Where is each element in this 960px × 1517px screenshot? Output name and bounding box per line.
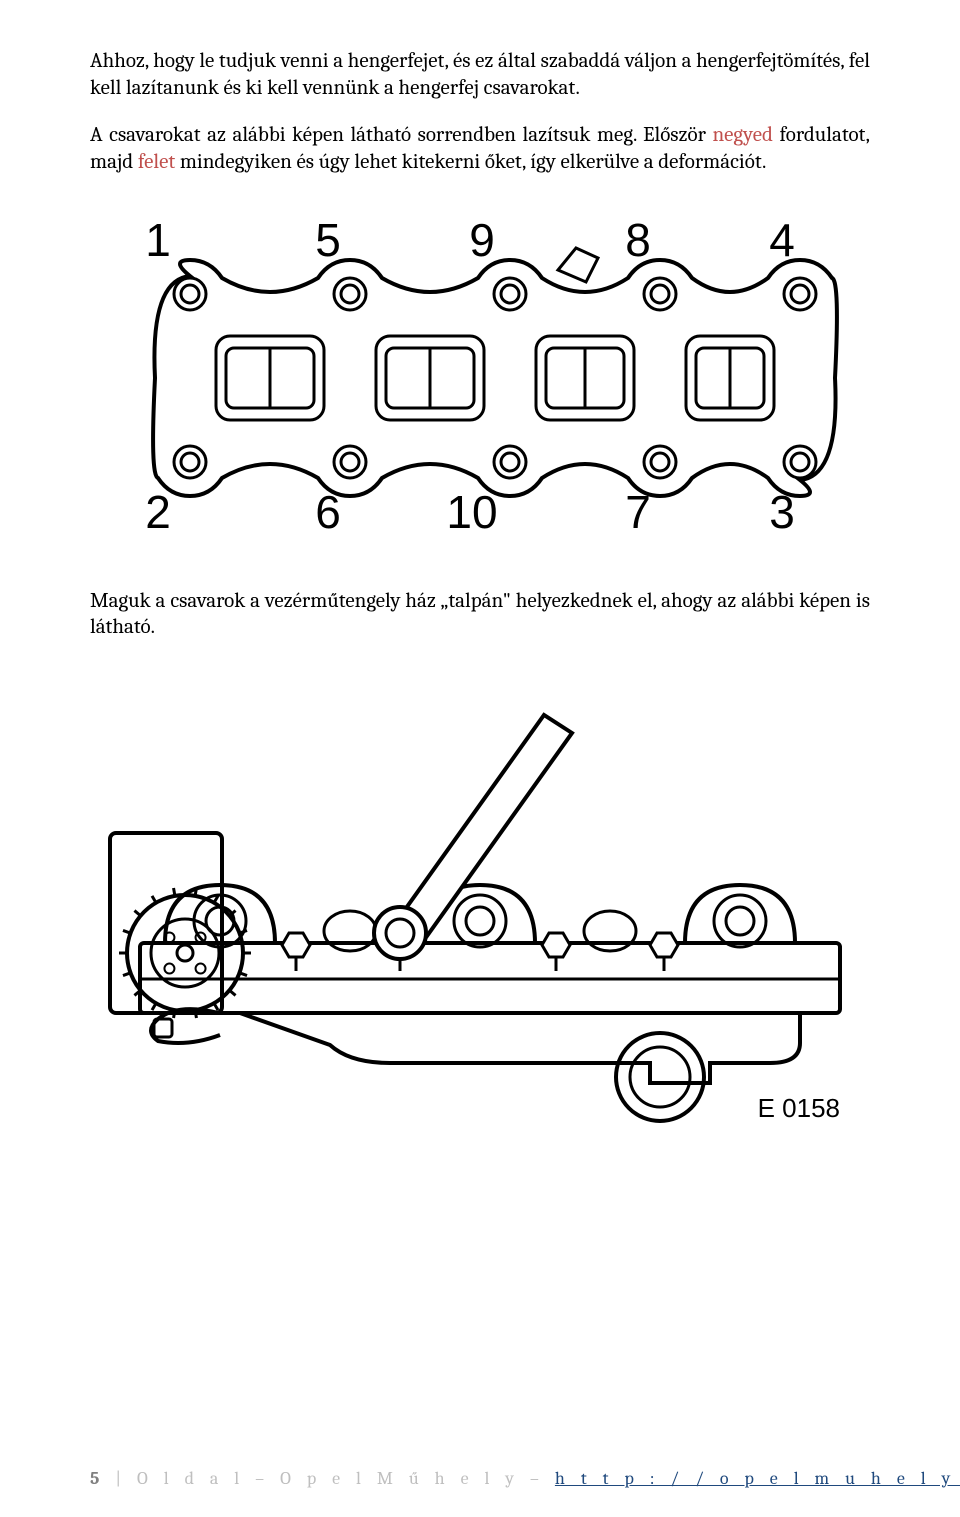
svg-text:6: 6: [315, 486, 341, 538]
svg-text:3: 3: [769, 486, 795, 538]
svg-text:8: 8: [625, 218, 651, 266]
paragraph-3: Maguk a csavarok a vezérműtengely ház „t…: [90, 588, 870, 642]
bolt-sequence-diagram: 1 5 9 8 4 2 6 10 7 3: [100, 218, 860, 538]
page-footer: 5 | O l d a l – O p e l M ű h e l y – h …: [90, 1468, 870, 1489]
paragraph-1-text: Ahhoz, hogy le tudjuk venni a hengerfeje…: [90, 49, 870, 100]
paragraph-2-red-1: negyed: [712, 123, 773, 147]
svg-text:9: 9: [469, 218, 495, 266]
paragraph-2-text-a: A csavarokat az alábbi képen látható sor…: [90, 123, 712, 147]
svg-text:2: 2: [145, 486, 171, 538]
svg-text:10: 10: [446, 486, 497, 538]
svg-text:5: 5: [315, 218, 341, 266]
footer-page-number: 5: [90, 1468, 105, 1489]
paragraph-1: Ahhoz, hogy le tudjuk venni a hengerfeje…: [90, 48, 870, 102]
svg-text:1: 1: [145, 218, 171, 266]
svg-text:7: 7: [625, 486, 651, 538]
svg-text:E 0158: E 0158: [758, 1093, 840, 1123]
footer-link[interactable]: h t t p : / / o p e l m u h e l y . c o …: [555, 1468, 960, 1489]
footer-left: O l d a l – O p e l M ű h e l y –: [137, 1468, 555, 1489]
paragraph-3-text: Maguk a csavarok a vezérműtengely ház „t…: [90, 589, 870, 640]
paragraph-2: A csavarokat az alábbi képen látható sor…: [90, 122, 870, 176]
paragraph-2-text-c: mindegyiken és úgy lehet kitekerni őket,…: [175, 150, 766, 174]
svg-text:4: 4: [769, 218, 795, 266]
camshaft-housing-diagram: E 0158: [100, 683, 860, 1123]
paragraph-2-red-2: felet: [138, 150, 175, 174]
footer-separator: |: [105, 1468, 137, 1489]
page: Ahhoz, hogy le tudjuk venni a hengerfeje…: [0, 0, 960, 1517]
